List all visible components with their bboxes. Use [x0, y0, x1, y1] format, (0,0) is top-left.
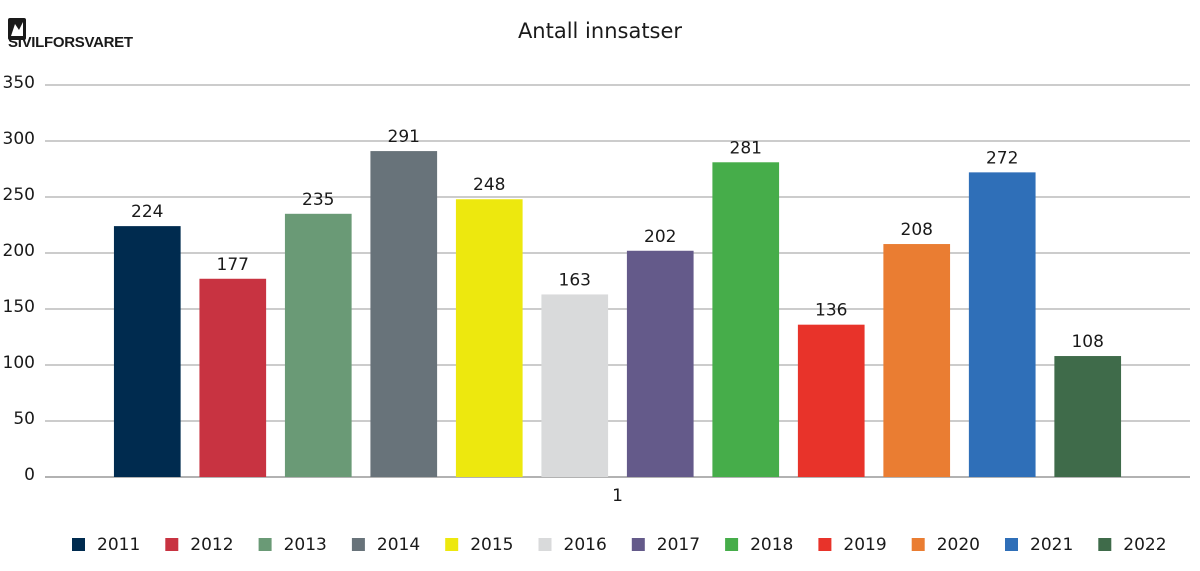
legend-swatch	[725, 538, 739, 551]
logo: SIVILFORSVARET	[8, 18, 133, 51]
legend-label: 2018	[750, 535, 793, 555]
y-tick-label: 250	[3, 185, 35, 205]
bar	[883, 244, 951, 477]
data-label: 248	[473, 175, 505, 195]
bar	[199, 278, 267, 477]
data-label: 108	[1071, 332, 1103, 352]
x-tick-label: 1	[612, 486, 623, 506]
legend-swatch	[818, 538, 832, 551]
legend-label: 2015	[470, 535, 513, 555]
bar	[1054, 356, 1122, 477]
bar	[370, 151, 438, 477]
bar	[797, 324, 865, 477]
data-label: 208	[901, 220, 933, 240]
bar	[113, 226, 181, 477]
legend-swatch	[911, 538, 925, 551]
bar	[968, 172, 1036, 478]
data-label: 235	[302, 190, 334, 210]
legend-label: 2012	[190, 535, 233, 555]
legend-label: 2013	[284, 535, 327, 555]
legend-label: 2021	[1030, 535, 1073, 555]
y-tick-label: 150	[3, 297, 35, 317]
data-label: 136	[815, 301, 847, 321]
y-tick-label: 100	[3, 353, 35, 373]
legend-swatch	[445, 538, 459, 551]
y-tick-label: 300	[3, 129, 35, 149]
logo-text: SIVILFORSVARET	[8, 34, 133, 51]
logo-emblem	[11, 22, 23, 36]
legend-swatch	[351, 538, 365, 551]
legend-swatch	[165, 538, 179, 551]
data-label: 281	[730, 138, 762, 158]
data-label: 224	[131, 202, 163, 222]
legend-label: 2017	[657, 535, 700, 555]
y-tick-label: 50	[13, 409, 35, 429]
legend-label: 2020	[937, 535, 980, 555]
y-tick-label: 0	[24, 465, 35, 485]
data-label: 291	[388, 127, 420, 147]
bar	[284, 213, 352, 478]
legend-label: 2014	[377, 535, 420, 555]
chart-title: Antall innsatser	[518, 19, 682, 43]
data-label: 163	[559, 270, 591, 290]
legend-swatch	[72, 538, 85, 551]
y-tick-label: 200	[3, 241, 35, 261]
bar	[626, 250, 694, 477]
data-label: 177	[217, 255, 249, 275]
legend-swatch	[538, 538, 552, 551]
bar	[541, 294, 609, 477]
legend-swatch	[1098, 538, 1112, 551]
y-tick-label: 350	[3, 73, 35, 93]
legend-label: 2011	[97, 535, 140, 555]
legend-swatch	[258, 538, 272, 551]
legend-label: 2019	[843, 535, 886, 555]
data-label: 272	[986, 148, 1018, 168]
legend-label: 2022	[1123, 535, 1166, 555]
bar	[455, 199, 523, 478]
bar	[712, 162, 780, 477]
data-label: 202	[644, 227, 676, 247]
legend-swatch	[631, 538, 645, 551]
legend-label: 2016	[564, 535, 607, 555]
legend-swatch	[1005, 538, 1018, 551]
